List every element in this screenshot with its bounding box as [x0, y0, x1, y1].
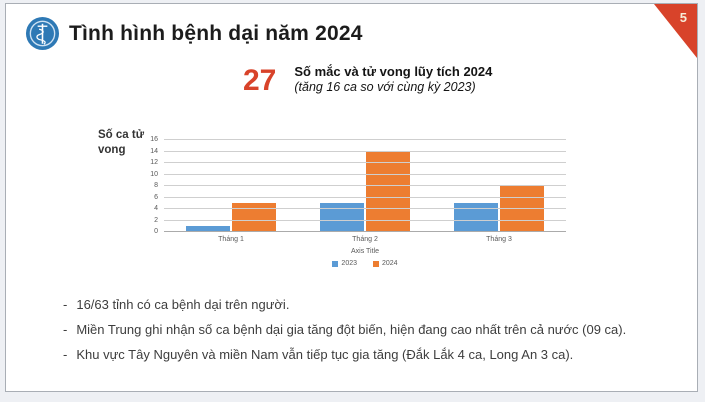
gridline — [164, 208, 566, 209]
page-number-corner — [654, 4, 697, 58]
chart-groups — [164, 140, 566, 232]
legend-item-2024: 2024 — [373, 260, 398, 267]
gridline — [164, 173, 566, 175]
slide-header: Tình hình bệnh dại năm 2024 — [25, 16, 363, 51]
gridline — [164, 139, 566, 140]
gridline — [164, 162, 566, 163]
bullet-text: Miền Trung ghi nhận số ca bệnh dại gia t… — [76, 322, 627, 337]
slide-title: Tình hình bệnh dại năm 2024 — [69, 21, 363, 45]
bar-2023-Tháng 1 — [186, 226, 230, 232]
x-category-label: Tháng 1 — [218, 236, 244, 243]
bar-group — [432, 140, 566, 232]
chart-y-axis-label: Số ca tử vong — [98, 129, 145, 156]
y-tick-label: 6 — [154, 193, 158, 201]
stat-label: Số mắc và tử vong lũy tích 2024 — [294, 64, 493, 79]
y-tick-label: 2 — [154, 216, 158, 224]
bullet-item: - 16/63 tỉnh có ca bệnh dại trên người. — [63, 297, 663, 313]
bullet-marker: - — [63, 297, 68, 312]
y-tick-label: 4 — [154, 205, 158, 212]
legend-label: 2024 — [382, 260, 398, 267]
stat-block: 27 Số mắc và tử vong lũy tích 2024 (tăng… — [243, 64, 492, 96]
stat-sublabel: (tăng 16 ca so với cùng kỳ 2023) — [294, 80, 476, 95]
legend-swatch-icon — [373, 260, 379, 267]
y-tick-label: 0 — [154, 228, 158, 235]
chart-x-axis-title: Axis Title — [350, 248, 379, 255]
health-ministry-logo-icon — [25, 16, 60, 51]
bullet-item: - Khu vực Tây Nguyên và miền Nam vẫn tiế… — [63, 347, 663, 363]
legend-label: 2023 — [341, 260, 357, 267]
bullet-text: Khu vực Tây Nguyên và miền Nam vẫn tiếp … — [76, 347, 574, 362]
bar-2024-Tháng 3 — [500, 186, 544, 232]
page-number: 5 — [679, 10, 687, 25]
x-category-label: Tháng 3 — [486, 236, 512, 243]
y-tick-label: 8 — [154, 182, 158, 189]
stat-value: 27 — [243, 64, 277, 97]
bar-2024-Tháng 2 — [366, 151, 410, 232]
chart-legend: 2023 2024 — [164, 260, 566, 267]
chart-yticks: 0 2 4 6 8 10 12 14 16 — [126, 136, 158, 235]
bullet-marker: - — [63, 322, 68, 337]
bar-group — [298, 140, 432, 232]
y-tick-label: 12 — [150, 159, 158, 166]
slide: 5 Tình hình bệnh dại năm 2024 27 Số mắc … — [5, 3, 698, 392]
bar-group — [164, 140, 298, 232]
gridline — [164, 219, 566, 221]
y-tick-label: 16 — [150, 136, 158, 143]
gridline — [164, 231, 566, 232]
chart-categories: Tháng 1 Tháng 2 Tháng 3 — [164, 236, 566, 243]
gridline — [164, 196, 566, 198]
legend-item-2023: 2023 — [332, 260, 357, 267]
bullet-list: - 16/63 tỉnh có ca bệnh dại trên người. … — [63, 297, 663, 372]
x-category-label: Tháng 2 — [352, 236, 378, 243]
chart-plot — [164, 139, 566, 232]
y-tick-label: 14 — [150, 147, 158, 155]
bullet-marker: - — [63, 347, 68, 362]
bullet-text: 16/63 tỉnh có ca bệnh dại trên người. — [76, 297, 290, 312]
stat-text: Số mắc và tử vong lũy tích 2024 (tăng 16… — [294, 64, 492, 96]
legend-swatch-icon — [332, 260, 339, 267]
y-tick-label: 10 — [150, 170, 158, 178]
bullet-item: - Miền Trung ghi nhận số ca bệnh dại gia… — [63, 322, 663, 338]
gridline — [164, 150, 566, 152]
gridline — [164, 185, 566, 186]
